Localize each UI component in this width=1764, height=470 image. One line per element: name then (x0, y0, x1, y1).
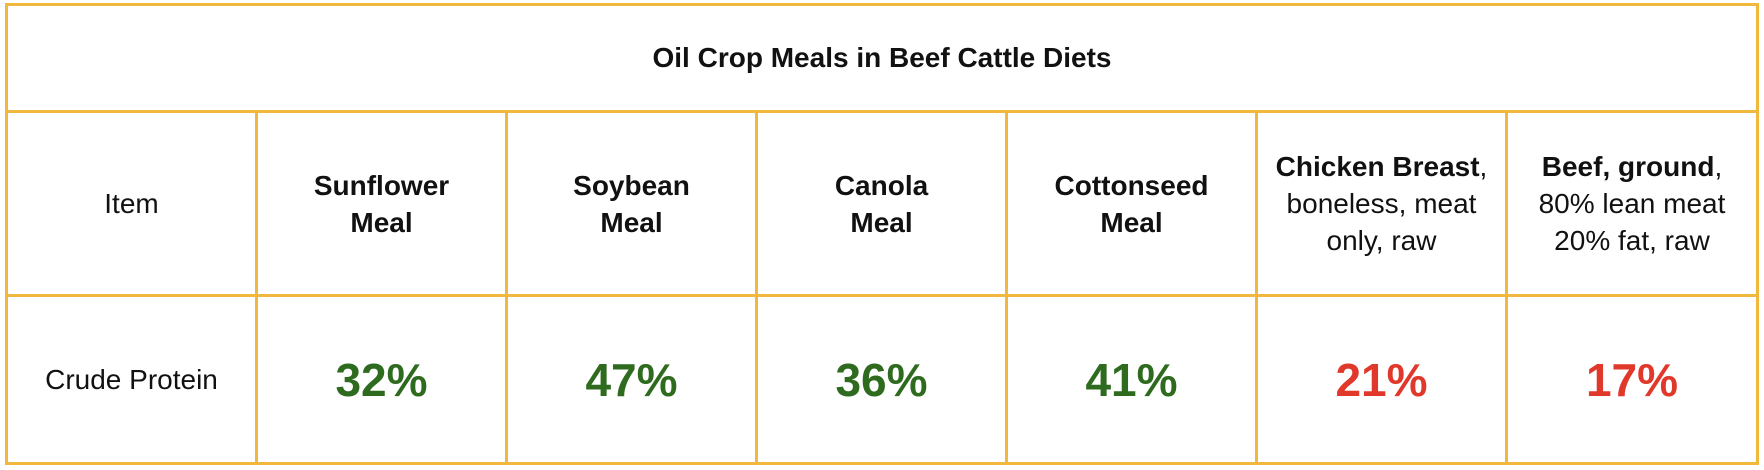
table-grid: Item Sunflower Meal Soybean Meal Canola … (8, 113, 1756, 462)
column-header-detail: , 80% lean meat 20% fat, raw (1538, 151, 1726, 256)
column-header-bold: Soybean Meal (573, 169, 690, 238)
value-cell: 36% (758, 297, 1008, 462)
value-chicken-breast: 21% (1335, 353, 1428, 406)
row-header-cell: Crude Protein (8, 297, 258, 462)
column-header-bold: Chicken Breast (1275, 151, 1480, 182)
value-cell: 21% (1258, 297, 1508, 462)
corner-header-cell: Item (8, 113, 258, 297)
column-header-sunflower: Sunflower Meal (258, 113, 508, 297)
value-cell: 47% (508, 297, 758, 462)
value-beef-ground: 17% (1585, 353, 1679, 406)
column-header-bold: Beef, ground (1541, 151, 1715, 182)
value-soybean: 47% (585, 353, 678, 406)
value-cell: 32% (258, 297, 508, 462)
value-sunflower: 32% (335, 353, 428, 406)
corner-label: Item (104, 187, 159, 219)
nutrition-table: Oil Crop Meals in Beef Cattle Diets Item… (5, 3, 1759, 465)
column-header-soybean: Soybean Meal (508, 113, 758, 297)
column-header-bold: Sunflower Meal (313, 169, 450, 238)
column-header-bold: Canola Meal (834, 169, 929, 238)
column-header-beef-ground: Beef, ground, 80% lean meat 20% fat, raw (1508, 113, 1756, 297)
row-label-crude-protein: Crude Protein (45, 363, 218, 395)
table-title: Oil Crop Meals in Beef Cattle Diets (8, 6, 1756, 113)
column-header-bold: Cottonseed Meal (1054, 169, 1209, 238)
column-header-chicken-breast: Chicken Breast, boneless, meat only, raw (1258, 113, 1508, 297)
value-canola: 36% (835, 353, 928, 406)
value-cottonseed: 41% (1085, 353, 1178, 406)
column-header-detail: , boneless, meat only, raw (1286, 151, 1488, 256)
column-header-cottonseed: Cottonseed Meal (1008, 113, 1258, 297)
column-header-canola: Canola Meal (758, 113, 1008, 297)
value-cell: 41% (1008, 297, 1258, 462)
value-cell: 17% (1508, 297, 1756, 462)
